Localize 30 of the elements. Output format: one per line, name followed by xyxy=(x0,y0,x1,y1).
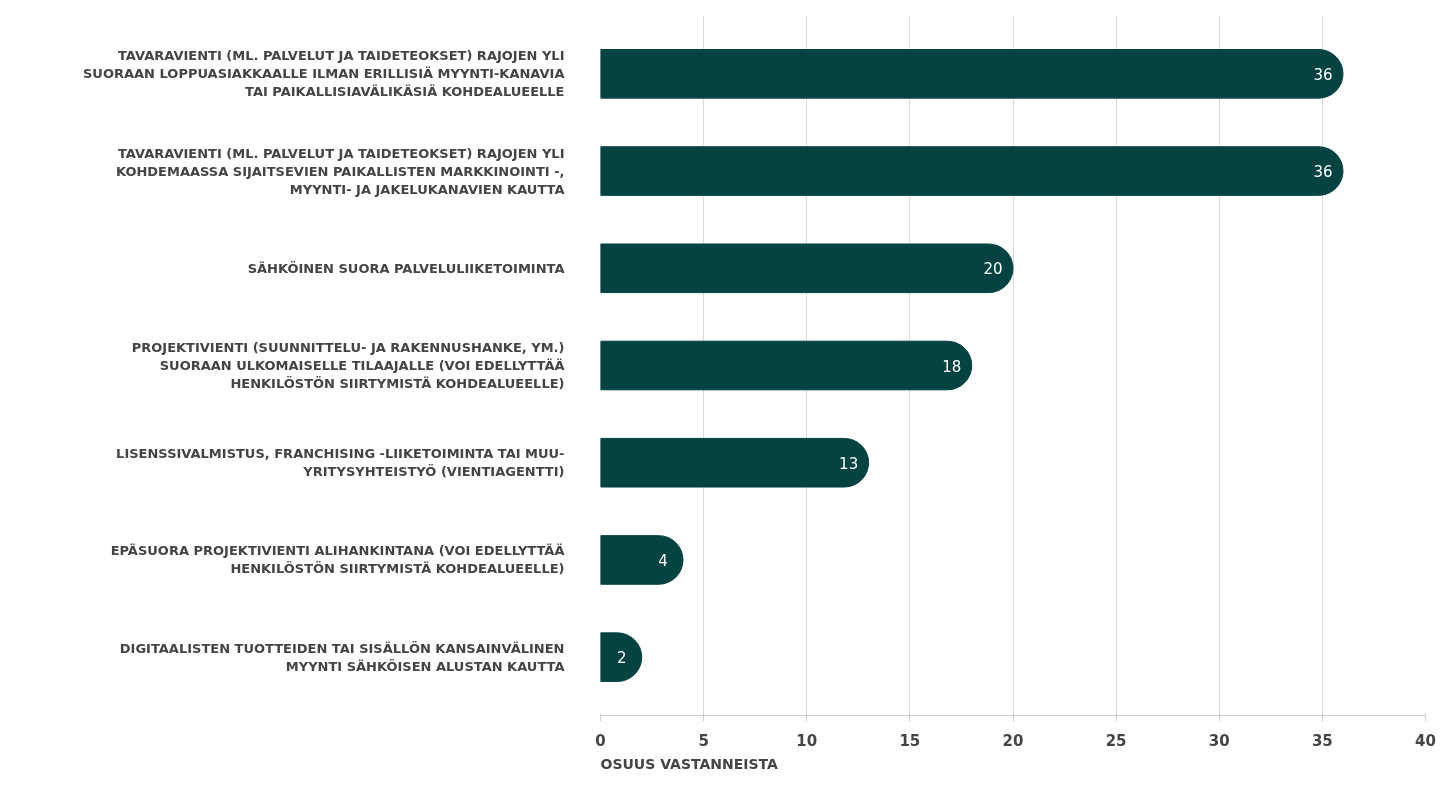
x-tick-label: 0 xyxy=(595,731,606,750)
x-axis-title: OSUUS VASTANNEISTA xyxy=(600,755,779,772)
x-tick-label: 40 xyxy=(1415,731,1436,750)
bar xyxy=(600,437,870,488)
x-tick-label: 25 xyxy=(1105,731,1127,750)
data-label: 18 xyxy=(942,357,962,376)
x-tick-label: 15 xyxy=(899,731,921,750)
data-label: 36 xyxy=(1313,163,1333,182)
y-tick-label: TAVARAVIENTI (ML. PALVELUT JA TAIDETEOKSET) RAJOJEN YLI SUORAAN LOPPUASIAKKAALLE ILMAN ERILLISIÄ MYYNTI-KANAVIA TAI PAIKALLISIAVÄLIKÄSIÄ KOHDEALUEELLE xyxy=(83,48,565,100)
y-tick-label: SÄHKÖINEN SUORA PALVELULIIKETOIMINTA xyxy=(247,260,565,276)
x-tick-label: 5 xyxy=(698,731,709,750)
bar xyxy=(600,146,1344,196)
x-tick-label: 20 xyxy=(1002,731,1024,750)
x-tick-label: 35 xyxy=(1311,731,1333,750)
data-label: 20 xyxy=(983,260,1003,279)
y-tick-label: LISENSSIVALMISTUS, FRANCHISING -LIIKETOIMINTA TAI MUU-YRITYSYHTEISTYÖ (VIENTIAGENTTI) xyxy=(116,446,565,480)
bar xyxy=(600,243,1014,294)
data-label: 36 xyxy=(1313,65,1333,84)
y-tick-label: TAVARAVIENTI (ML. PALVELUT JA TAIDETEOKSET) RAJOJEN YLI KOHDEMAASSA SIJAITSEVIEN PAIKALLISTEN MARKKINOINTI -, MYYNTI- JA JAKELUKANAVIEN KAUTTA xyxy=(115,145,565,197)
data-label: 13 xyxy=(839,454,859,473)
data-label: 4 xyxy=(658,551,668,570)
bar xyxy=(600,340,973,391)
data-label: 2 xyxy=(616,649,627,668)
x-tick-label: 10 xyxy=(796,731,818,750)
bar xyxy=(600,49,1344,99)
y-tick-label: DIGITAALISTEN TUOTTEIDEN TAI SISÄLLÖN KANSAINVÄLINEN MYYNTI SÄHKÖISEN ALUSTAN KAUTTA xyxy=(119,640,565,674)
x-tick-label: 30 xyxy=(1208,731,1230,750)
bar xyxy=(600,535,684,585)
y-tick-label: PROJEKTIVIENTI (SUUNNITTELU- JA RAKENNUSHANKE, YM.) SUORAAN ULKOMAISELLE TILAAJALLE (VOI EDELLYTTÄÄ HENKILÖSTÖN SIIRTYMISTÄ KOHDEALUEELLE) xyxy=(131,340,565,391)
y-tick-label: EPÄSUORA PROJEKTIVIENTI ALIHANKINTANA (VOI EDELLYTTÄÄ HENKILÖSTÖN SIIRTYMISTÄ KOHDEALUEELLE) xyxy=(110,543,565,577)
